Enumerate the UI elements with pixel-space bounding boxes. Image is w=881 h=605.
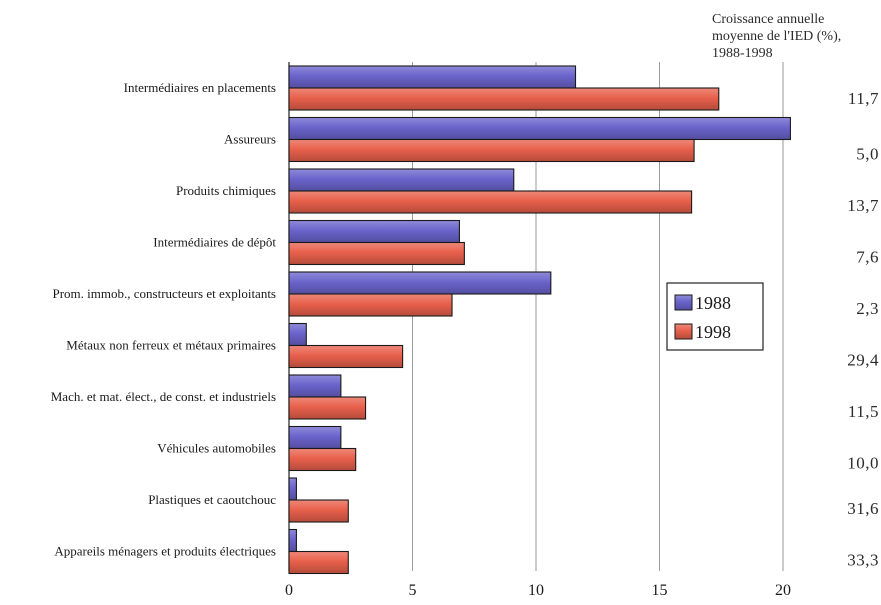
growth-value: 31,6 <box>847 499 879 518</box>
growth-value: 11,5 <box>848 402 879 421</box>
bar-1998-1 <box>289 140 694 162</box>
growth-title-line: 1988-1998 <box>712 46 773 61</box>
x-tick-label: 5 <box>409 582 417 599</box>
bar-1988-1 <box>289 118 790 140</box>
bar-1998-9 <box>289 552 348 574</box>
x-tick-label: 20 <box>775 582 791 599</box>
category-label: Prom. immob., constructeurs et exploitan… <box>53 286 277 301</box>
category-label: Produits chimiques <box>176 183 276 198</box>
x-tick-label: 15 <box>652 582 668 599</box>
bar-1998-7 <box>289 449 356 471</box>
legend-swatch-1988 <box>675 295 692 310</box>
bar-1998-4 <box>289 294 452 316</box>
category-label: Mach. et mat. élect., de const. et indus… <box>51 389 276 404</box>
bar-1998-8 <box>289 500 348 522</box>
category-label: Appareils ménagers et produits électriqu… <box>54 544 276 559</box>
growth-value: 7,6 <box>856 248 879 267</box>
bar-1988-4 <box>289 272 551 294</box>
category-label: Intermédiaires en placements <box>124 80 276 95</box>
x-tick-label: 0 <box>285 582 293 599</box>
legend-label-1998: 1998 <box>695 322 731 342</box>
bar-1998-3 <box>289 243 464 265</box>
growth-value: 13,7 <box>847 196 879 215</box>
x-tick-label: 10 <box>528 582 544 599</box>
category-label: Intermédiaires de dépôt <box>153 235 276 250</box>
category-label: Assureurs <box>224 132 276 147</box>
legend-swatch-1998 <box>675 324 692 339</box>
category-label: Véhicules automobiles <box>157 441 276 456</box>
bar-1988-2 <box>289 169 514 191</box>
bar-1988-9 <box>289 530 296 552</box>
bar-1988-0 <box>289 66 576 88</box>
growth-value: 33,3 <box>847 551 879 570</box>
growth-value: 29,4 <box>847 351 879 370</box>
growth-value: 10,0 <box>847 454 879 473</box>
bar-1988-6 <box>289 375 341 397</box>
bar-1988-5 <box>289 324 306 346</box>
growth-value: 11,7 <box>848 89 879 108</box>
bar-1988-8 <box>289 478 296 500</box>
growth-value: 5,0 <box>856 145 879 164</box>
bar-1998-2 <box>289 191 692 213</box>
bar-1988-7 <box>289 427 341 449</box>
growth-title-line: Croissance annuelle <box>712 12 824 27</box>
bar-1998-0 <box>289 88 719 110</box>
bar-1998-5 <box>289 346 403 368</box>
legend-label-1988: 1988 <box>695 293 731 313</box>
bar-1988-3 <box>289 221 459 243</box>
bar-1998-6 <box>289 397 366 419</box>
category-label: Plastiques et caoutchouc <box>148 492 276 507</box>
growth-value: 2,3 <box>856 299 879 318</box>
category-label: Métaux non ferreux et métaux primaires <box>66 338 276 353</box>
growth-title-line: moyenne de l'IED (%), <box>712 29 841 44</box>
